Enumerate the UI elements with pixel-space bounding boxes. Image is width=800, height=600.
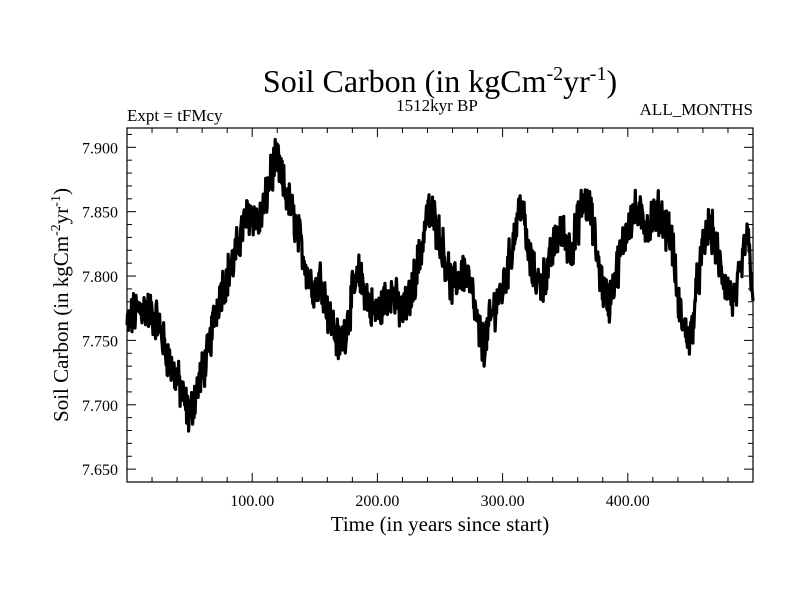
- chart-title: Soil Carbon (in kgCm-2yr-1): [263, 63, 617, 99]
- y-tick-label: 7.700: [82, 398, 118, 415]
- y-axis-ticks: 7.650 7.700 7.750 7.800 7.850 7.900: [82, 133, 753, 479]
- x-tick-label: 300.00: [481, 493, 525, 510]
- x-axis-ticks: 100.00 200.00 300.00 400.00: [126, 128, 754, 510]
- y-tick-label: 7.750: [82, 333, 118, 350]
- plot-frame: [126, 127, 754, 483]
- y-tick-label: 7.850: [82, 205, 118, 222]
- subtitle-left: Expt = tFMcy: [127, 106, 223, 125]
- x-tick-label: 400.00: [606, 493, 650, 510]
- subtitle-right: ALL_MONTHS: [640, 100, 753, 119]
- x-tick-label: 100.00: [230, 493, 274, 510]
- x-tick-label: 200.00: [355, 493, 399, 510]
- series-line: [125, 137, 755, 433]
- y-axis-label: Soil Carbon (in kgCm-2yr-1): [49, 188, 73, 422]
- y-tick-label: 7.650: [82, 462, 118, 479]
- x-axis-label: Time (in years since start): [331, 512, 550, 536]
- subtitle-center: 1512kyr BP: [396, 96, 478, 115]
- y-tick-label: 7.800: [82, 269, 118, 286]
- y-tick-label: 7.900: [82, 140, 118, 157]
